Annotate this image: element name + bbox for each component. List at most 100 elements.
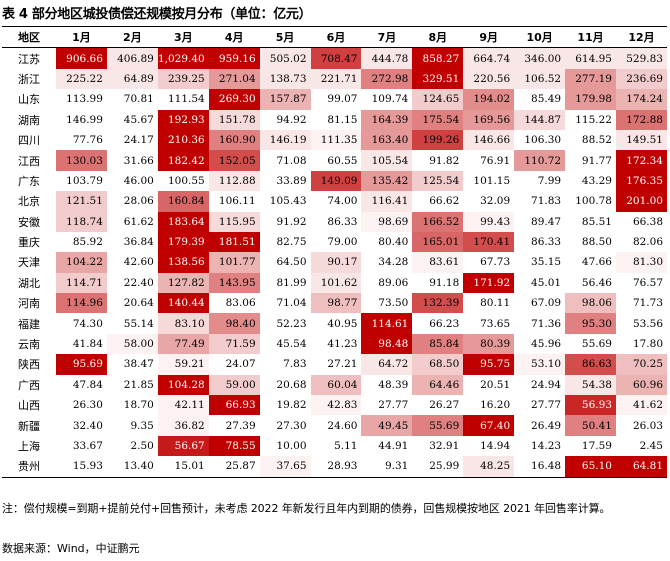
- value-cell: 32.91: [412, 435, 464, 457]
- value-cell: 858.27: [412, 47, 464, 69]
- value-cell: 135.42: [361, 170, 413, 192]
- value-cell: 26.27: [412, 395, 464, 416]
- region-name: 北京: [18, 195, 40, 209]
- value-cell: 71.04: [259, 293, 311, 314]
- value-cell: 329.51: [412, 68, 464, 90]
- value-cell: 76.57: [615, 272, 667, 294]
- value-cell: 169.56: [463, 109, 515, 130]
- value-cell: 98.06: [565, 293, 616, 314]
- region-name: 江苏: [18, 52, 40, 66]
- value-cell: 144.87: [514, 109, 566, 130]
- value-cell: 19.82: [259, 395, 311, 416]
- value-cell: 2.50: [106, 435, 158, 457]
- value-cell: 194.02: [463, 89, 515, 110]
- value-cell: 83.61: [412, 252, 464, 273]
- value-cell: 24.94: [514, 374, 566, 396]
- value-cell: 115.22: [565, 109, 616, 130]
- value-cell: 95.69: [56, 354, 107, 375]
- value-cell: 48.25: [463, 456, 515, 478]
- value-cell: 66.62: [412, 191, 464, 212]
- value-cell: 106.11: [208, 191, 260, 212]
- column-header-month: 5月: [259, 25, 311, 49]
- value-cell: 505.02: [259, 47, 311, 69]
- value-cell: 271.04: [208, 68, 260, 90]
- value-cell: 444.78: [361, 47, 413, 69]
- region-name: 重庆: [18, 236, 40, 250]
- region-name: 安徽: [18, 215, 40, 229]
- value-cell: 15.93: [56, 456, 107, 478]
- value-cell: 157.87: [259, 89, 311, 110]
- column-header-month: 12月: [615, 25, 667, 49]
- value-cell: 27.30: [259, 415, 311, 436]
- value-cell: 20.68: [259, 374, 311, 396]
- value-cell: 36.82: [157, 415, 209, 436]
- value-cell: 101.77: [208, 252, 260, 273]
- table-row: 广东 103.79 46.00 100.55 112.88 33.89 149.09 135.…: [2, 170, 667, 192]
- table-row: 四川 77.76 24.17 210.36 160.90 146.19 111.35 163.…: [2, 129, 667, 151]
- value-cell: 70.81: [106, 89, 158, 110]
- value-cell: 52.23: [259, 313, 311, 334]
- column-header-region: 地区: [2, 25, 57, 49]
- value-cell: 45.67: [106, 109, 158, 130]
- value-cell: 83.10: [157, 313, 209, 334]
- value-cell: 74.30: [56, 313, 107, 334]
- value-cell: 192.93: [157, 109, 209, 130]
- value-cell: 82.06: [615, 231, 667, 253]
- value-cell: 95.30: [565, 313, 616, 334]
- value-cell: 81.15: [310, 109, 362, 130]
- column-header-month: 8月: [412, 25, 464, 49]
- value-cell: 80.40: [361, 231, 413, 253]
- value-cell: 32.40: [56, 415, 107, 436]
- value-cell: 959.16: [208, 47, 260, 69]
- value-cell: 225.22: [56, 68, 107, 90]
- value-cell: 101.62: [310, 272, 362, 294]
- region-name: 湖南: [18, 113, 40, 127]
- value-cell: 25.99: [412, 456, 464, 478]
- value-cell: 708.47: [310, 47, 362, 69]
- value-cell: 21.85: [106, 374, 158, 396]
- value-cell: 103.79: [56, 170, 107, 192]
- header-row: 地区 1月 2月 3月 4月 5月 6月 7月 8月 9月 10月 11月 12月: [2, 25, 667, 49]
- value-cell: 45.96: [514, 333, 566, 355]
- value-cell: 140.44: [157, 293, 209, 314]
- value-cell: 165.01: [412, 231, 464, 253]
- value-cell: 35.15: [514, 252, 566, 273]
- value-cell: 81.99: [259, 272, 311, 294]
- region-name: 河南: [18, 297, 40, 311]
- value-cell: 9.35: [106, 415, 158, 436]
- region-name: 新疆: [18, 419, 40, 433]
- value-cell: 66.23: [412, 313, 464, 334]
- value-cell: 124.65: [412, 89, 464, 110]
- value-cell: 7.99: [514, 170, 566, 192]
- value-cell: 18.70: [106, 395, 158, 416]
- value-cell: 31.66: [106, 150, 158, 171]
- value-cell: 22.40: [106, 272, 158, 294]
- column-header-month: 7月: [361, 25, 413, 49]
- value-cell: 27.77: [361, 395, 413, 416]
- value-cell: 76.91: [463, 150, 515, 171]
- value-cell: 78.55: [208, 435, 260, 457]
- value-cell: 166.52: [412, 211, 464, 232]
- value-cell: 86.33: [514, 231, 566, 253]
- value-cell: 110.72: [514, 150, 566, 171]
- value-cell: 64.89: [106, 68, 158, 90]
- value-cell: 67.40: [463, 415, 515, 436]
- table-row: 安徽 118.74 61.62 183.64 115.95 91.92 86.33 98.69…: [2, 211, 667, 232]
- value-cell: 90.17: [310, 252, 362, 273]
- value-cell: 99.07: [310, 89, 362, 110]
- value-cell: 56.93: [565, 395, 616, 416]
- value-cell: 45.01: [514, 272, 566, 294]
- value-cell: 14.23: [514, 435, 566, 457]
- value-cell: 64.72: [361, 354, 413, 375]
- value-cell: 66.38: [615, 211, 667, 232]
- value-cell: 56.67: [157, 435, 209, 457]
- value-cell: 174.24: [615, 89, 667, 110]
- column-header-month: 3月: [157, 25, 209, 49]
- value-cell: 24.17: [106, 129, 158, 151]
- value-cell: 28.06: [106, 191, 158, 212]
- region-name: 四川: [18, 134, 40, 148]
- value-cell: 89.47: [514, 211, 566, 232]
- region-name: 陕西: [18, 358, 40, 372]
- table-row: 贵州 15.93 13.40 15.01 25.87 37.65 28.93 9.31 25.9…: [2, 456, 667, 478]
- value-cell: 152.05: [208, 150, 260, 171]
